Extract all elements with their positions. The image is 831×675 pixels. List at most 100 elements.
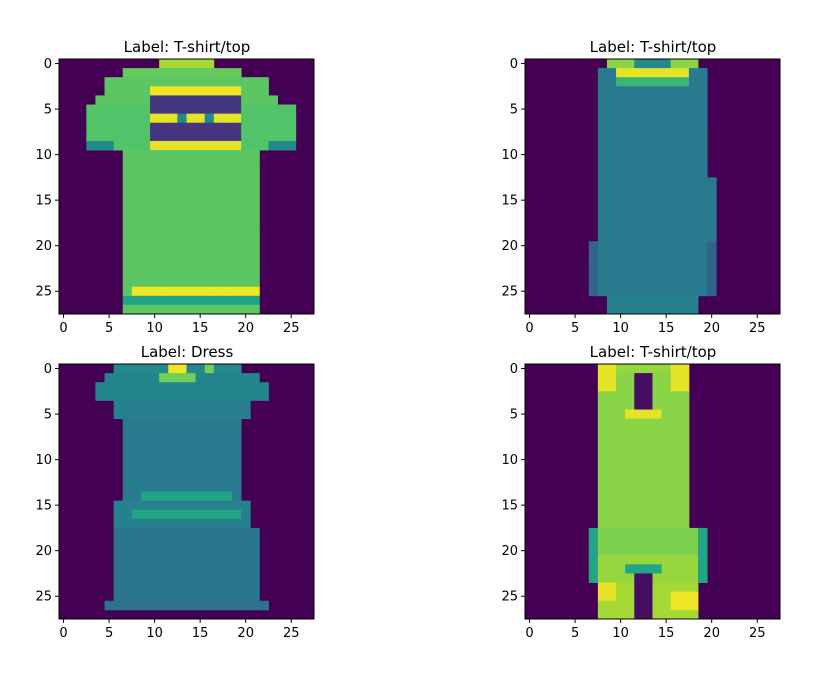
heatmap-cell <box>222 473 233 483</box>
heatmap-cell <box>168 250 178 260</box>
heatmap-cell <box>597 122 608 133</box>
heatmap-cell <box>670 295 681 306</box>
heatmap-cell <box>670 400 681 410</box>
heatmap-cell <box>643 150 653 160</box>
heatmap-cell <box>222 582 233 593</box>
heatmap-cell <box>661 286 672 297</box>
heatmap-cell <box>606 491 617 502</box>
heatmap-cell <box>186 500 197 511</box>
heatmap-cell <box>698 77 708 87</box>
heatmap-cell <box>150 445 160 456</box>
heatmap-cell <box>204 582 215 593</box>
heatmap-cell <box>688 537 699 547</box>
heatmap-cell <box>634 582 644 593</box>
heatmap-cell <box>250 113 260 124</box>
heatmap-cell <box>150 582 160 593</box>
heatmap-cell <box>679 295 690 306</box>
heatmap-cell <box>670 491 681 502</box>
heatmap-cell <box>241 186 251 197</box>
heatmap-cell <box>616 259 626 269</box>
heatmap-cell <box>670 591 681 602</box>
heatmap-cell <box>195 286 206 297</box>
heatmap-cell <box>250 382 260 392</box>
heatmap-cell <box>177 546 187 556</box>
heatmap-cell <box>204 518 215 529</box>
heatmap-cell <box>222 445 233 456</box>
heatmap-cell <box>213 241 224 251</box>
heatmap-cell <box>222 259 233 269</box>
heatmap-cell <box>159 104 169 115</box>
heatmap-cell <box>688 582 699 593</box>
heatmap-cell <box>616 168 626 178</box>
heatmap-cell <box>195 391 206 401</box>
heatmap-cell <box>616 59 626 69</box>
heatmap-cell <box>113 140 124 151</box>
heatmap-cell <box>195 555 206 565</box>
heatmap-cell <box>177 295 187 306</box>
heatmap-cell <box>177 473 187 483</box>
heatmap-cell <box>213 232 224 242</box>
y-tick-label: 15 <box>35 194 52 209</box>
heatmap-cell <box>186 268 197 278</box>
heatmap-cell <box>241 213 251 224</box>
heatmap-cell <box>122 204 133 215</box>
heatmap-cell <box>606 95 617 105</box>
heatmap-cell <box>168 232 178 242</box>
heatmap-cell <box>597 382 608 392</box>
heatmap-cell <box>213 204 224 215</box>
heatmap-cell <box>140 195 151 206</box>
heatmap-cell <box>232 391 242 401</box>
y-tick-label: 20 <box>35 239 52 254</box>
heatmap-cell <box>688 600 699 611</box>
heatmap-cell <box>168 268 178 278</box>
heatmap-cell <box>122 555 133 565</box>
heatmap-cell <box>140 122 151 133</box>
heatmap-cell <box>679 177 690 187</box>
heatmap-cell <box>168 600 178 611</box>
heatmap-cell <box>250 250 260 260</box>
heatmap-cell <box>232 177 242 187</box>
heatmap-cell <box>688 222 699 233</box>
heatmap-cell <box>150 391 160 401</box>
heatmap-cell <box>168 140 178 151</box>
heatmap-cell <box>232 436 242 447</box>
heatmap-cell <box>634 113 644 124</box>
heatmap-cell <box>688 304 699 315</box>
heatmap-cell <box>643 250 653 260</box>
heatmap-cell <box>232 241 242 251</box>
heatmap-cell <box>204 159 215 169</box>
heatmap-cell <box>204 546 215 556</box>
heatmap-cell <box>643 445 653 456</box>
heatmap-cell <box>232 168 242 178</box>
heatmap-cell <box>259 113 269 124</box>
heatmap-cell <box>588 573 599 583</box>
heatmap-cell <box>140 482 151 492</box>
heatmap-cell <box>250 222 260 233</box>
heatmap-cell <box>122 527 133 538</box>
heatmap-cell <box>688 95 699 105</box>
heatmap-cell <box>213 546 224 556</box>
heatmap-cell <box>104 113 115 124</box>
heatmap-cell <box>652 527 663 538</box>
heatmap-cell <box>186 582 197 593</box>
heatmap-cell <box>661 564 672 574</box>
heatmap-cell <box>661 518 672 529</box>
heatmap-cell <box>213 304 224 315</box>
heatmap-cell <box>195 382 206 392</box>
heatmap-cell <box>661 268 672 278</box>
x-tick-label: 15 <box>658 626 675 641</box>
heatmap-cell <box>159 418 169 429</box>
heatmap-cell <box>213 382 224 392</box>
heatmap-cell <box>625 140 635 151</box>
x-tick-label: 5 <box>105 626 113 641</box>
heatmap-cell <box>241 232 251 242</box>
heatmap-cell <box>250 86 260 96</box>
heatmap-cell <box>643 373 653 383</box>
heatmap-cell <box>168 591 178 602</box>
heatmap-cell <box>250 600 260 611</box>
heatmap-cell <box>222 159 233 169</box>
heatmap-cell <box>140 473 151 483</box>
heatmap-cell <box>131 68 142 78</box>
heatmap-cell <box>159 222 169 233</box>
image-heatmap <box>525 59 780 315</box>
